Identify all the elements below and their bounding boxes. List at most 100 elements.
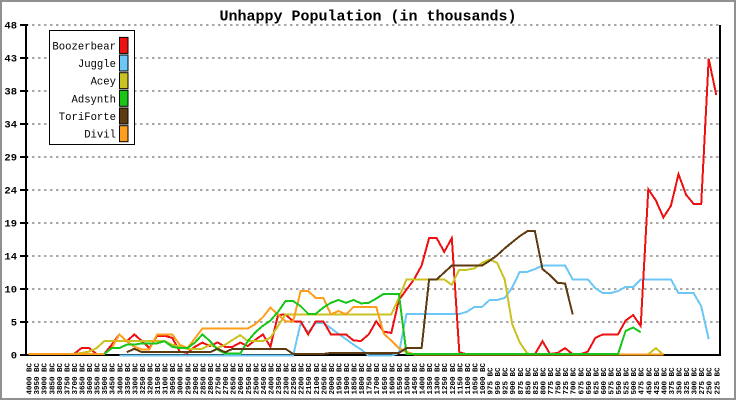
svg-text:3700 BC: 3700 BC (72, 362, 80, 394)
svg-text:275 BC: 275 BC (699, 367, 707, 395)
svg-text:4000 BC: 4000 BC (27, 362, 35, 394)
svg-text:750 BC: 750 BC (556, 367, 564, 395)
svg-text:1550 BC: 1550 BC (397, 362, 405, 394)
svg-text:2100 BC: 2100 BC (314, 362, 322, 394)
svg-text:3800 BC: 3800 BC (57, 362, 65, 394)
svg-text:1900 BC: 1900 BC (344, 362, 352, 394)
svg-text:ToriForte: ToriForte (59, 112, 116, 124)
svg-text:3050 BC: 3050 BC (170, 362, 178, 394)
svg-text:925 BC: 925 BC (503, 367, 511, 395)
svg-text:850 BC: 850 BC (525, 367, 533, 395)
svg-text:2900 BC: 2900 BC (193, 362, 201, 394)
svg-text:3400 BC: 3400 BC (117, 362, 125, 394)
svg-text:450 BC: 450 BC (646, 367, 654, 395)
svg-text:38: 38 (4, 87, 17, 99)
svg-text:2750 BC: 2750 BC (216, 362, 224, 394)
svg-text:950 BC: 950 BC (495, 367, 503, 395)
svg-text:2200 BC: 2200 BC (299, 362, 307, 394)
svg-text:1950 BC: 1950 BC (336, 362, 344, 394)
svg-text:650 BC: 650 BC (586, 367, 594, 395)
svg-text:24: 24 (4, 186, 17, 198)
svg-text:2250 BC: 2250 BC (291, 362, 299, 394)
svg-text:2700 BC: 2700 BC (223, 362, 231, 394)
svg-text:1200 BC: 1200 BC (450, 362, 458, 394)
svg-text:2800 BC: 2800 BC (208, 362, 216, 394)
svg-text:1300 BC: 1300 BC (435, 362, 443, 394)
svg-text:3750 BC: 3750 BC (64, 362, 72, 394)
svg-text:0: 0 (11, 351, 17, 363)
svg-text:3150 BC: 3150 BC (155, 362, 163, 394)
svg-text:2550 BC: 2550 BC (246, 362, 254, 394)
svg-text:700 BC: 700 BC (571, 367, 579, 395)
svg-text:2500 BC: 2500 BC (253, 362, 261, 394)
svg-text:48: 48 (4, 21, 17, 33)
svg-text:2600 BC: 2600 BC (238, 362, 246, 394)
svg-text:3500 BC: 3500 BC (102, 362, 110, 394)
svg-text:2850 BC: 2850 BC (200, 362, 208, 394)
svg-text:Juggle: Juggle (78, 59, 116, 71)
svg-text:625 BC: 625 BC (593, 367, 601, 395)
svg-text:400 BC: 400 BC (661, 367, 669, 395)
svg-text:3200 BC: 3200 BC (148, 362, 156, 394)
svg-text:325 BC: 325 BC (684, 367, 692, 395)
svg-text:875 BC: 875 BC (518, 367, 526, 395)
svg-text:350 BC: 350 BC (677, 367, 685, 395)
svg-text:Adsynth: Adsynth (71, 94, 116, 106)
svg-text:1650 BC: 1650 BC (382, 362, 390, 394)
svg-text:Boozerbear: Boozerbear (52, 41, 116, 53)
svg-text:34: 34 (4, 120, 17, 132)
svg-text:29: 29 (4, 153, 17, 165)
svg-text:525 BC: 525 BC (624, 367, 632, 395)
svg-text:14: 14 (4, 252, 17, 264)
svg-text:1700 BC: 1700 BC (374, 362, 382, 394)
svg-text:2050 BC: 2050 BC (321, 362, 329, 394)
svg-text:300 BC: 300 BC (692, 367, 700, 395)
svg-text:800 BC: 800 BC (541, 367, 549, 395)
svg-text:3850 BC: 3850 BC (49, 362, 57, 394)
svg-text:1450 BC: 1450 BC (412, 362, 420, 394)
svg-text:2650 BC: 2650 BC (231, 362, 239, 394)
svg-text:1250 BC: 1250 BC (442, 362, 450, 394)
svg-text:1750 BC: 1750 BC (367, 362, 375, 394)
svg-text:3100 BC: 3100 BC (163, 362, 171, 394)
svg-text:1400 BC: 1400 BC (420, 362, 428, 394)
svg-text:600 BC: 600 BC (601, 367, 609, 395)
svg-text:1000 BC: 1000 BC (480, 362, 488, 394)
svg-text:225 BC: 225 BC (714, 367, 722, 395)
svg-text:2300 BC: 2300 BC (284, 362, 292, 394)
svg-text:1600 BC: 1600 BC (389, 362, 397, 394)
svg-text:575 BC: 575 BC (609, 367, 617, 395)
svg-text:3900 BC: 3900 BC (42, 362, 50, 394)
svg-text:975 BC: 975 BC (488, 367, 496, 395)
svg-text:900 BC: 900 BC (510, 367, 518, 395)
svg-text:425 BC: 425 BC (654, 367, 662, 395)
svg-text:825 BC: 825 BC (533, 367, 541, 395)
svg-text:375 BC: 375 BC (669, 367, 677, 395)
svg-text:2350 BC: 2350 BC (276, 362, 284, 394)
svg-text:1800 BC: 1800 BC (359, 362, 367, 394)
svg-text:1100 BC: 1100 BC (465, 362, 473, 394)
svg-text:1850 BC: 1850 BC (352, 362, 360, 394)
svg-text:1500 BC: 1500 BC (405, 362, 413, 394)
svg-text:3450 BC: 3450 BC (110, 362, 118, 394)
svg-text:3550 BC: 3550 BC (95, 362, 103, 394)
svg-text:2000 BC: 2000 BC (329, 362, 337, 394)
svg-text:3000 BC: 3000 BC (178, 362, 186, 394)
svg-text:775 BC: 775 BC (548, 367, 556, 395)
svg-text:43: 43 (4, 54, 17, 66)
svg-text:475 BC: 475 BC (639, 367, 647, 395)
svg-text:675 BC: 675 BC (578, 367, 586, 395)
svg-text:3350 BC: 3350 BC (125, 362, 133, 394)
svg-text:2150 BC: 2150 BC (306, 362, 314, 394)
svg-text:500 BC: 500 BC (631, 367, 639, 395)
svg-text:550 BC: 550 BC (616, 367, 624, 395)
svg-text:3950 BC: 3950 BC (34, 362, 42, 394)
svg-text:2950 BC: 2950 BC (185, 362, 193, 394)
svg-text:Acey: Acey (91, 77, 116, 89)
svg-text:2400 BC: 2400 BC (268, 362, 276, 394)
svg-text:3600 BC: 3600 BC (87, 362, 95, 394)
svg-text:Divil: Divil (84, 130, 116, 142)
svg-text:19: 19 (4, 219, 17, 231)
svg-text:1150 BC: 1150 BC (457, 362, 465, 394)
svg-text:10: 10 (4, 285, 17, 297)
